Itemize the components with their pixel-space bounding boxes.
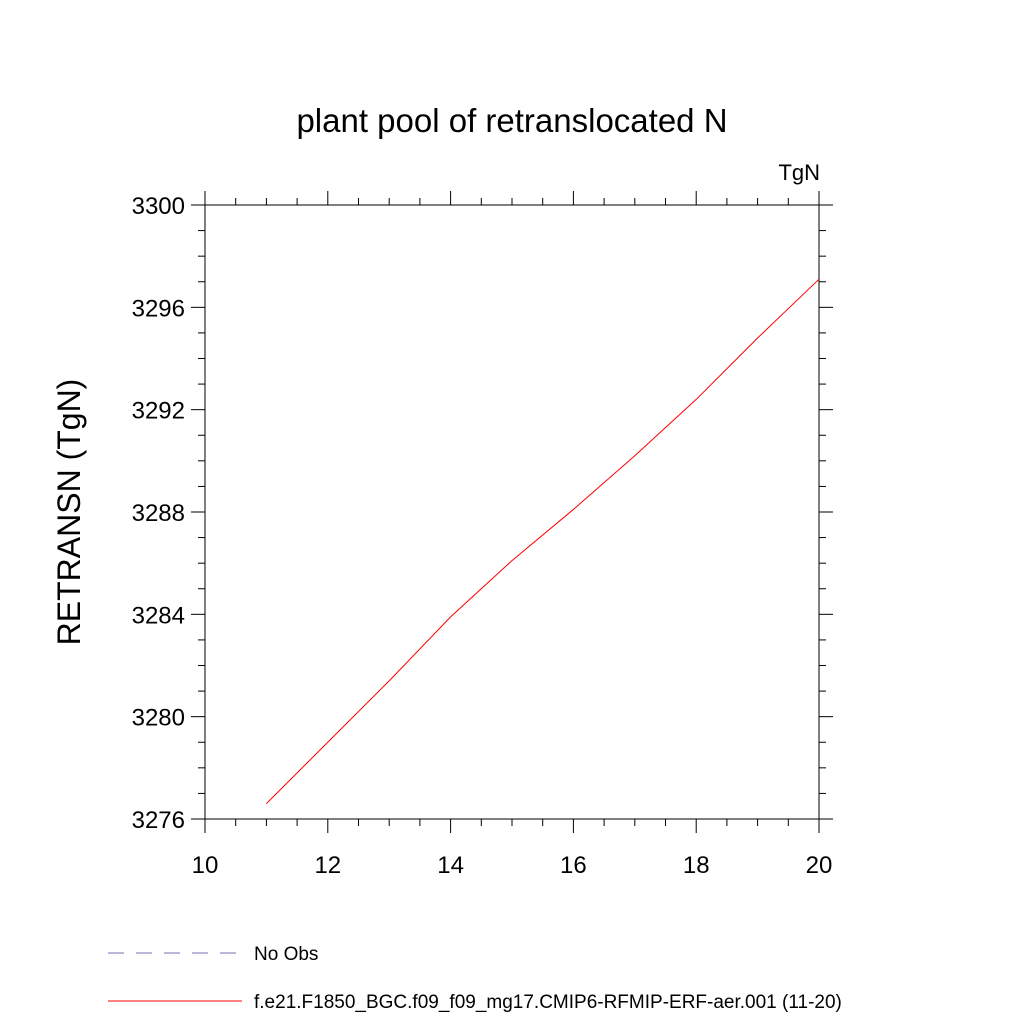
y-tick-label: 3280: [132, 705, 185, 732]
units-label: TgN: [778, 160, 820, 185]
y-tick-label: 3276: [132, 807, 185, 834]
series-line-0: [266, 278, 820, 805]
chart-title: plant pool of retranslocated N: [296, 102, 727, 139]
y-tick-label: 3292: [132, 398, 185, 425]
x-tick-label: 12: [314, 852, 341, 879]
x-tick-label: 10: [192, 852, 219, 879]
y-tick-label: 3300: [132, 193, 185, 220]
legend: No Obs f.e21.F1850_BGC.f09_f09_mg17.CMIP…: [108, 944, 842, 1013]
legend-label-no-obs: No Obs: [254, 944, 318, 965]
plot-frame: [204, 204, 820, 820]
series-layer: [266, 278, 820, 805]
y-tick-label: 3296: [132, 295, 185, 322]
y-axis-label: RETRANSN (TgN): [51, 379, 87, 646]
y-tick-label: 3288: [132, 500, 185, 527]
x-axis-ticks: 10 12 14 16 18 20: [192, 191, 833, 879]
x-tick-label: 20: [806, 852, 833, 879]
x-tick-label: 16: [560, 852, 587, 879]
x-tick-label: 18: [683, 852, 710, 879]
x-tick-label: 14: [437, 852, 464, 879]
y-tick-label: 3284: [132, 602, 185, 629]
legend-label-model-run: f.e21.F1850_BGC.f09_f09_mg17.CMIP6-RFMIP…: [254, 992, 842, 1013]
y-axis-ticks: 3276 3280 3284 3288 3292 3296 3300: [132, 193, 833, 834]
